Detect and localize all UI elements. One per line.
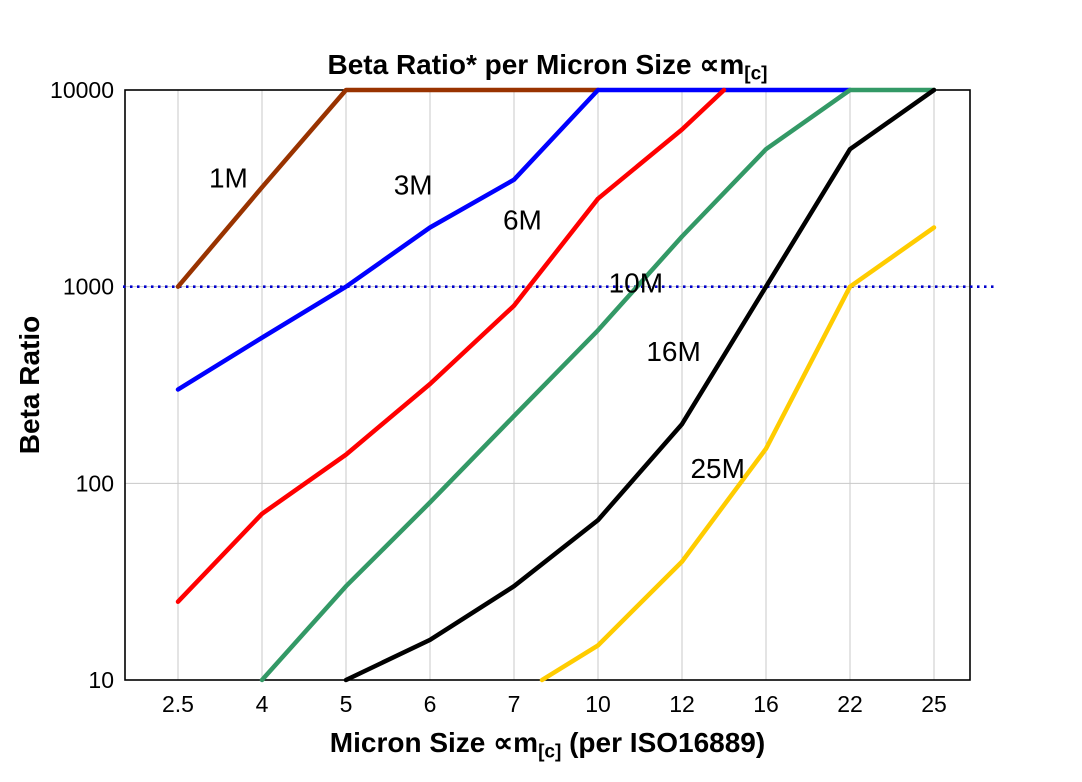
y-tick-label: 100 [76,470,114,496]
x-tick-label: 5 [340,691,353,717]
x-axis-title: Micron Size ∝m[c] (per ISO16889) [125,726,970,763]
series-line-1M [175,87,601,289]
x-tick-label: 25 [921,691,947,717]
series-label-10M: 10M [609,267,663,298]
x-axis-title-pre: Micron Size [329,727,494,758]
series-line-3M [175,87,853,392]
series-label-3M: 3M [394,170,433,201]
x-tick-label: 12 [669,691,695,717]
series-label-16M: 16M [646,336,700,367]
x-tick-label: 6 [424,691,437,717]
series-label-6M: 6M [503,204,542,235]
y-tick-label: 10000 [50,77,114,103]
series-label-1M: 1M [209,162,248,193]
x-tick-label: 16 [753,691,779,717]
series-line-6M [175,87,727,604]
x-tick-label: 10 [585,691,611,717]
chart-title-main: Beta Ratio* per Micron Size [327,49,700,80]
x-axis-title-post: (per ISO16889) [561,727,766,758]
chart-title-symbol: ∝m [699,49,745,80]
x-tick-label: 2.5 [162,691,194,717]
x-tick-label: 4 [256,691,269,717]
series-label-25M: 25M [690,453,744,484]
x-axis-title-symbol: ∝m [493,727,539,758]
y-tick-label: 10 [88,667,114,693]
series-line-16M [343,87,937,683]
chart-title-subscript: [c] [744,63,768,85]
x-axis-title-subscript: [c] [538,741,562,763]
chart-title: Beta Ratio* per Micron Size ∝m[c] [125,48,970,85]
x-tick-label: 7 [508,691,521,717]
y-tick-label: 1000 [63,274,114,300]
series-line-25M [539,225,937,683]
x-tick-label: 22 [837,691,863,717]
series-line-10M [259,87,937,683]
